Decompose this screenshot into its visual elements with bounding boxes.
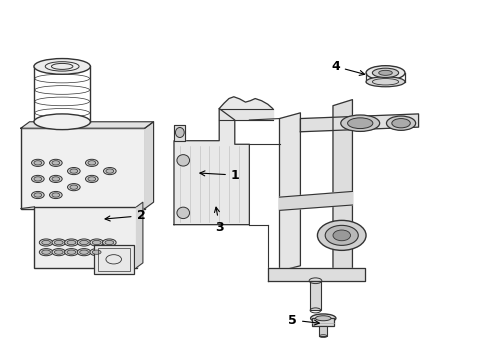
Ellipse shape [41, 250, 50, 254]
Polygon shape [219, 97, 272, 120]
FancyBboxPatch shape [309, 281, 320, 310]
Text: 3: 3 [214, 207, 224, 234]
Ellipse shape [80, 250, 88, 254]
Polygon shape [174, 109, 249, 225]
Ellipse shape [49, 192, 62, 199]
Ellipse shape [67, 240, 76, 245]
FancyBboxPatch shape [21, 128, 144, 208]
Ellipse shape [88, 177, 96, 181]
FancyBboxPatch shape [34, 207, 136, 267]
Ellipse shape [85, 175, 98, 183]
Ellipse shape [64, 249, 78, 256]
Ellipse shape [175, 127, 184, 138]
Ellipse shape [67, 184, 80, 191]
Ellipse shape [31, 192, 44, 199]
Ellipse shape [64, 239, 78, 246]
Polygon shape [279, 192, 352, 210]
Polygon shape [21, 122, 153, 128]
Ellipse shape [39, 239, 53, 246]
Ellipse shape [52, 177, 60, 181]
Polygon shape [136, 202, 142, 267]
Ellipse shape [41, 240, 50, 245]
Ellipse shape [90, 239, 103, 246]
Polygon shape [144, 122, 153, 208]
Ellipse shape [31, 159, 44, 166]
Ellipse shape [54, 250, 63, 254]
Ellipse shape [366, 77, 404, 87]
Polygon shape [300, 114, 418, 132]
Ellipse shape [103, 167, 116, 175]
Ellipse shape [378, 70, 391, 75]
Ellipse shape [34, 59, 90, 74]
Text: 1: 1 [200, 168, 239, 181]
Ellipse shape [366, 66, 404, 80]
Polygon shape [174, 125, 185, 141]
Ellipse shape [70, 169, 78, 173]
Ellipse shape [92, 250, 101, 254]
Ellipse shape [102, 239, 116, 246]
FancyBboxPatch shape [311, 318, 334, 327]
Ellipse shape [85, 159, 98, 166]
Polygon shape [267, 267, 365, 281]
Ellipse shape [52, 193, 60, 197]
Ellipse shape [106, 169, 114, 173]
Ellipse shape [34, 114, 90, 130]
Text: 4: 4 [330, 60, 364, 75]
Ellipse shape [372, 68, 398, 77]
Ellipse shape [105, 240, 114, 245]
Ellipse shape [34, 161, 41, 165]
Ellipse shape [310, 314, 335, 323]
Ellipse shape [34, 177, 41, 181]
FancyBboxPatch shape [319, 327, 326, 336]
Ellipse shape [70, 185, 78, 189]
Ellipse shape [315, 316, 330, 321]
Polygon shape [279, 113, 300, 271]
Ellipse shape [52, 239, 65, 246]
Ellipse shape [39, 249, 53, 256]
Ellipse shape [34, 193, 41, 197]
Ellipse shape [77, 239, 91, 246]
Ellipse shape [177, 207, 189, 219]
Ellipse shape [325, 225, 358, 246]
FancyBboxPatch shape [94, 245, 133, 274]
Ellipse shape [67, 250, 76, 254]
Ellipse shape [80, 240, 88, 245]
Ellipse shape [67, 167, 80, 175]
Polygon shape [219, 109, 272, 120]
Ellipse shape [391, 118, 409, 128]
Text: 2: 2 [105, 209, 145, 222]
Ellipse shape [54, 240, 63, 245]
Ellipse shape [347, 118, 372, 129]
Ellipse shape [332, 230, 350, 241]
Ellipse shape [52, 161, 60, 165]
Ellipse shape [31, 175, 44, 183]
Ellipse shape [340, 115, 379, 131]
Ellipse shape [386, 116, 415, 130]
Text: 5: 5 [287, 314, 319, 327]
Ellipse shape [49, 175, 62, 183]
Ellipse shape [90, 249, 103, 256]
Ellipse shape [49, 159, 62, 166]
Ellipse shape [52, 249, 65, 256]
Polygon shape [332, 100, 352, 280]
Ellipse shape [317, 220, 366, 250]
Ellipse shape [88, 161, 96, 165]
Ellipse shape [77, 249, 91, 256]
Ellipse shape [92, 240, 101, 245]
Ellipse shape [177, 155, 189, 166]
